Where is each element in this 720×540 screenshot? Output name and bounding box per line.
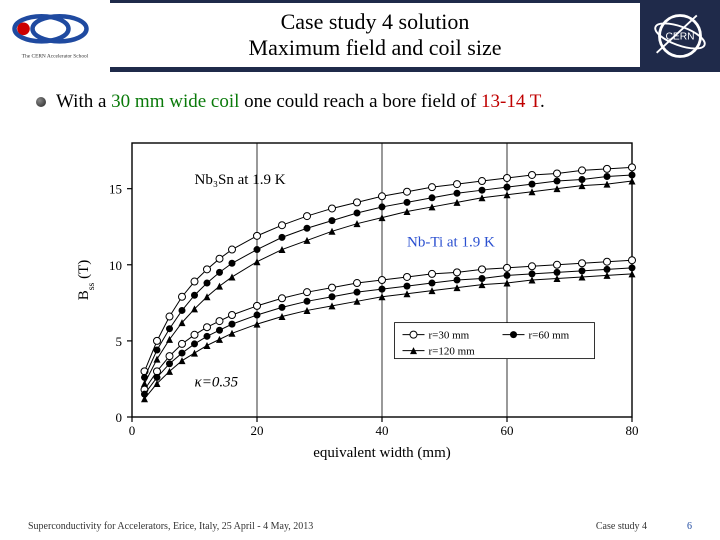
svg-text:10: 10: [109, 257, 122, 272]
title-block: Case study 4 solution Maximum field and …: [110, 3, 640, 69]
footer-mid: Case study 4: [596, 521, 647, 532]
header-bar: The CERN Accelerator School Case study 4…: [0, 0, 720, 72]
svg-text:5: 5: [116, 334, 123, 349]
svg-text:80: 80: [626, 423, 639, 438]
cas-caption: The CERN Accelerator School: [22, 54, 89, 60]
svg-text:r=120 mm: r=120 mm: [429, 345, 476, 357]
footer: Superconductivity for Accelerators, Eric…: [0, 521, 720, 532]
cas-logo: The CERN Accelerator School: [0, 0, 110, 72]
svg-text:κ=0.35: κ=0.35: [195, 374, 239, 390]
svg-text:60: 60: [501, 423, 514, 438]
svg-text:Bss (T): Bss (T): [76, 259, 97, 300]
chart-container: 0 20 40 60 80 0 5 10 15 equivalent width (mm) Bss …: [70, 125, 650, 465]
bullet-mid: one could reach a bore field of: [239, 91, 481, 112]
svg-text:Nb₃Sn at 1.9 K: Nb₃Sn at 1.9 K: [195, 172, 286, 188]
svg-text:0: 0: [116, 410, 123, 425]
page-number: 6: [687, 521, 692, 532]
field-range-value: 13-14 T: [481, 91, 540, 112]
svg-text:equivalent width (mm): equivalent width (mm): [313, 445, 450, 461]
chart-svg: 0 20 40 60 80 0 5 10 15 equivalent width (mm) Bss …: [70, 125, 650, 465]
svg-text:CERN: CERN: [665, 32, 694, 43]
svg-text:Nb-Ti at 1.9 K: Nb-Ti at 1.9 K: [407, 234, 495, 250]
coil-width-value: 30 mm wide coil: [111, 91, 239, 112]
bullet-suffix: .: [540, 91, 545, 112]
cern-logo: CERN: [640, 0, 720, 72]
svg-text:20: 20: [251, 423, 264, 438]
title-line-1: Case study 4 solution: [110, 9, 640, 35]
bullet-icon: [36, 97, 46, 107]
svg-text:r=60 mm: r=60 mm: [529, 329, 570, 341]
bullet-prefix: With a: [56, 91, 111, 112]
bullet-row: With a 30 mm wide coil one could reach a…: [36, 90, 684, 115]
svg-text:r=30 mm: r=30 mm: [429, 329, 470, 341]
svg-text:40: 40: [376, 423, 389, 438]
svg-text:0: 0: [129, 423, 136, 438]
title-line-2: Maximum field and coil size: [110, 35, 640, 61]
svg-text:15: 15: [109, 181, 122, 196]
footer-left: Superconductivity for Accelerators, Eric…: [28, 521, 313, 532]
bullet-text: With a 30 mm wide coil one could reach a…: [56, 90, 545, 115]
